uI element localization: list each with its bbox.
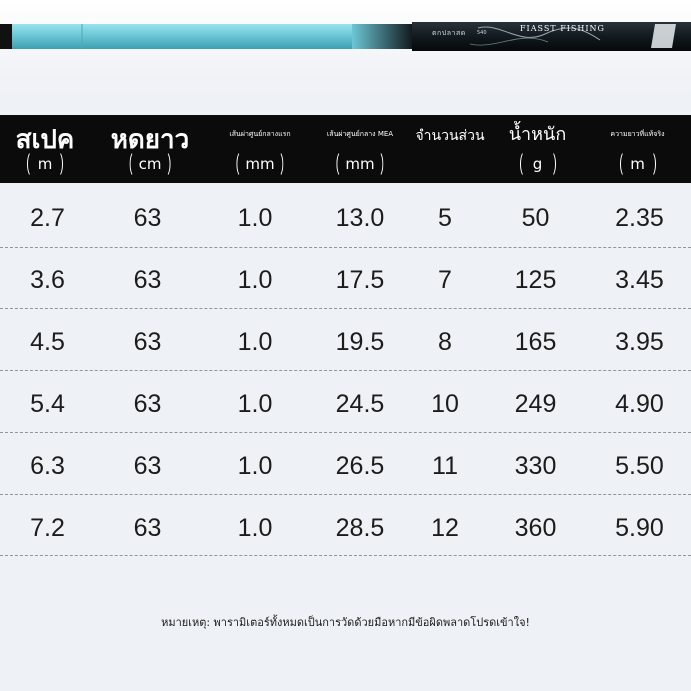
row-divider <box>0 370 691 371</box>
header-spec: สเปค m <box>0 115 90 183</box>
header-sections-title: จำนวนส่วน <box>415 128 485 144</box>
fishing-rod-image <box>0 22 691 51</box>
table-cell: 5 <box>438 204 452 232</box>
table-cell: 1.0 <box>237 328 273 356</box>
table-cell: 4.90 <box>615 390 664 418</box>
table-cell: 19.5 <box>335 328 385 356</box>
table-cell: 24.5 <box>335 390 385 418</box>
row-divider <box>0 247 691 248</box>
table-cell: 26.5 <box>335 452 385 480</box>
header-collapsed-length-unit: cm <box>129 151 171 177</box>
table-cell: 249 <box>514 390 557 418</box>
table-cell: 125 <box>514 266 557 294</box>
table-cell: 63 <box>133 204 162 232</box>
spec-table-header: สเปค m หดยาว cm เส้นผ่าศูนย์กลางแรก mm เ… <box>0 115 691 183</box>
header-collapsed-length: หดยาว cm <box>100 115 200 183</box>
table-cell: 7.2 <box>30 514 65 542</box>
rod-brand-text: FIASST FISHING <box>520 24 605 33</box>
header-spec-title: สเปค <box>15 125 75 155</box>
table-cell: 2.7 <box>30 204 65 232</box>
header-actual-length: ความยาวที่แท้จริง m <box>590 115 685 183</box>
header-mea-diameter: เส้นผ่าศูนย์กลาง MEA mm <box>310 115 410 183</box>
row-divider <box>0 555 691 556</box>
header-actual-length-unit: m <box>619 151 656 177</box>
table-cell: 63 <box>133 452 162 480</box>
header-first-diameter-unit: mm <box>236 151 284 177</box>
header-actual-length-title: ความยาวที่แท้จริง <box>610 130 665 138</box>
table-cell: 63 <box>133 514 162 542</box>
header-mea-diameter-unit: mm <box>336 151 384 177</box>
table-cell: 360 <box>514 514 557 542</box>
table-cell: 1.0 <box>237 266 273 294</box>
table-cell: 63 <box>133 328 162 356</box>
table-cell: 28.5 <box>335 514 385 542</box>
header-first-diameter: เส้นผ่าศูนย์กลางแรก mm <box>210 115 310 183</box>
header-weight-title: น้ำหนัก <box>508 124 567 145</box>
table-cell: 165 <box>514 328 557 356</box>
table-cell: 3.45 <box>615 266 664 294</box>
table-cell: 50 <box>521 204 550 232</box>
rod-size-text: 540 <box>477 30 487 36</box>
table-row: 2.7 63 1.0 13.0 5 50 2.35 <box>0 187 691 249</box>
table-cell: 1.0 <box>237 390 273 418</box>
table-row: 6.3 63 1.0 26.5 11 330 5.50 <box>0 435 691 497</box>
header-spec-unit: m <box>27 151 63 177</box>
header-sections: จำนวนส่วน <box>410 115 490 183</box>
table-cell: 1.0 <box>237 452 273 480</box>
table-cell: 10 <box>431 390 459 418</box>
header-mea-diameter-title: เส้นผ่าศูนย์กลาง MEA <box>326 130 394 138</box>
table-cell: 63 <box>133 266 162 294</box>
table-cell: 5.90 <box>615 514 664 542</box>
table-cell: 13.0 <box>335 204 385 232</box>
row-divider <box>0 494 691 495</box>
table-row: 5.4 63 1.0 24.5 10 249 4.90 <box>0 373 691 435</box>
table-cell: 330 <box>514 452 557 480</box>
table-cell: 4.5 <box>30 328 65 356</box>
row-divider <box>0 432 691 433</box>
table-cell: 17.5 <box>335 266 385 294</box>
measurement-note: หมายเหตุ: พารามิเตอร์ทั้งหมดเป็นการวัดด้… <box>161 616 530 629</box>
header-weight: น้ำหนัก g <box>490 115 585 183</box>
table-cell: 1.0 <box>237 514 273 542</box>
table-row: 3.6 63 1.0 17.5 7 125 3.45 <box>0 249 691 311</box>
header-first-diameter-title: เส้นผ่าศูนย์กลางแรก <box>229 130 291 138</box>
table-cell: 11 <box>432 452 458 480</box>
table-cell: 7 <box>438 266 452 294</box>
table-cell: 2.35 <box>615 204 664 232</box>
table-row: 7.2 63 1.0 28.5 12 360 5.90 <box>0 497 691 559</box>
table-cell: 5.4 <box>30 390 65 418</box>
table-cell: 5.50 <box>615 452 664 480</box>
table-cell: 1.0 <box>237 204 273 232</box>
table-cell: 3.95 <box>615 328 664 356</box>
row-divider <box>0 308 691 309</box>
product-banner: ตกปลาสด 540 FIASST FISHING <box>0 0 691 95</box>
table-cell: 6.3 <box>30 452 65 480</box>
table-cell: 8 <box>438 328 452 356</box>
table-cell: 3.6 <box>30 266 65 294</box>
table-row: 4.5 63 1.0 19.5 8 165 3.95 <box>0 311 691 373</box>
header-weight-unit: g <box>519 151 556 177</box>
table-cell: 12 <box>431 514 459 542</box>
header-collapsed-length-title: หดยาว <box>110 125 190 155</box>
rod-model-text: ตกปลาสด <box>432 29 466 37</box>
table-cell: 63 <box>133 390 162 418</box>
